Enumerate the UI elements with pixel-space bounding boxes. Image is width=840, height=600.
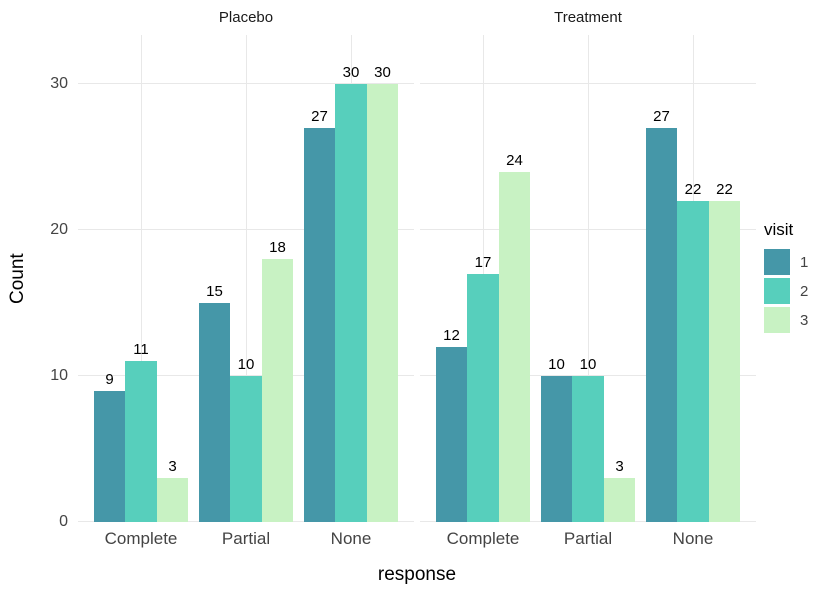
bar-value-label: 18 — [269, 239, 286, 257]
bar-value-label: 22 — [716, 180, 733, 198]
major-gridline-vertical — [140, 35, 142, 522]
bar-visit-3 — [156, 478, 189, 522]
bar-visit-1 — [540, 376, 573, 522]
bar-visit-1 — [93, 390, 126, 522]
legend-entry: 1 — [764, 249, 840, 275]
x-tick-label: None — [330, 529, 372, 548]
bar-visit-1 — [435, 346, 468, 522]
bar-visit-2 — [572, 376, 604, 522]
bar-value-label: 30 — [374, 64, 391, 81]
x-tick-label: Complete — [104, 529, 178, 548]
legend-swatch-visit-2 — [764, 278, 790, 304]
legend-label: 1 — [800, 253, 809, 271]
bar-value-label: 17 — [474, 253, 492, 271]
y-tick-label: 20 — [50, 221, 68, 238]
legend: visit 1 2 3 — [764, 220, 840, 336]
legend-swatch-visit-1 — [764, 249, 790, 275]
legend-label: 3 — [800, 311, 809, 329]
facet-panel-placebo: 9 15 27 11 10 30 3 18 30 — [78, 35, 414, 522]
legend-swatch-visit-3 — [764, 307, 790, 333]
bar-visit-1 — [645, 127, 678, 522]
bar-value-label: 24 — [506, 151, 523, 169]
bar-visit-3 — [261, 259, 294, 522]
bar-visit-2 — [467, 273, 499, 522]
bar-value-label: 9 — [105, 370, 114, 388]
bar-visit-3 — [366, 84, 399, 522]
major-gridline-vertical — [245, 35, 247, 522]
y-tick-label: 10 — [50, 367, 68, 384]
bar-value-label: 22 — [684, 180, 702, 198]
x-tick-label: Complete — [446, 529, 520, 548]
y-tick-label: 30 — [50, 75, 68, 92]
bar-visit-2 — [230, 376, 262, 522]
bar-visit-3 — [603, 478, 636, 522]
facet-strip-treatment: Treatment — [554, 9, 622, 26]
bar-value-label: 10 — [548, 356, 565, 373]
y-axis-title: Count — [7, 253, 28, 304]
bar-value-label: 11 — [133, 341, 149, 359]
bar-value-label: 12 — [443, 326, 460, 344]
bar-value-label: 3 — [168, 458, 177, 476]
major-gridline-vertical — [587, 35, 589, 522]
bar-value-label: 10 — [237, 356, 255, 373]
bar-visit-2 — [677, 200, 709, 522]
bar-value-label: 30 — [342, 64, 360, 81]
bar-value-label: 27 — [653, 107, 670, 125]
bar-value-label: 15 — [206, 283, 223, 300]
facet-strip-placebo: Placebo — [218, 9, 274, 26]
legend-title: visit — [764, 220, 794, 239]
x-tick-label: None — [672, 529, 714, 548]
bar-visit-3 — [708, 200, 741, 522]
bar-visit-3 — [498, 171, 531, 522]
legend-entry: 2 — [764, 278, 840, 304]
bar-visit-1 — [198, 303, 231, 522]
y-tick-label: 0 — [59, 513, 68, 530]
facet-panel-treatment: 12 10 27 17 10 22 24 3 22 — [420, 35, 756, 522]
bar-visit-2 — [125, 361, 157, 522]
bar-value-label: 27 — [311, 107, 328, 125]
bar-visit-2 — [335, 84, 367, 522]
x-axis-title: response — [377, 564, 457, 585]
x-tick-label: Partial — [221, 529, 271, 548]
bar-value-label: 3 — [615, 458, 624, 476]
legend-label: 2 — [800, 282, 809, 300]
bar-value-label: 10 — [579, 356, 597, 373]
x-tick-label: Partial — [563, 529, 613, 548]
legend-entry: 3 — [764, 307, 840, 333]
bar-visit-1 — [303, 127, 336, 522]
